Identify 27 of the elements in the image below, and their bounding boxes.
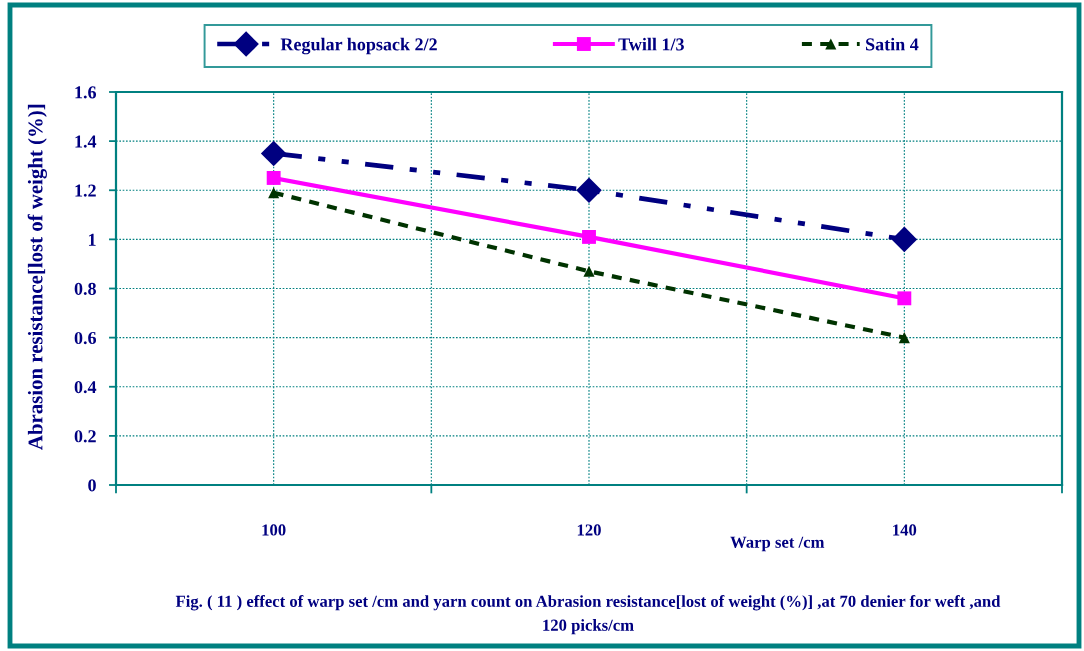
y-tick-label: 1.4 [75,135,97,148]
point [260,140,287,167]
y-axis-title: Abrasion resistance[lost of weight (%)] [27,104,47,450]
y-tick-label: 0.6 [74,331,97,345]
text: Fig. ( 11 ) effect of warp set /cm and yarn count on Abrasion resistance[lost of weight (%)] ,at 70 denier for weft ,and 120 picks/cm [175,595,1001,635]
legend-label: Twill 1/3 [618,37,684,51]
x-tick-label: 100 [262,524,286,536]
legend-label: Regular hopsack 2/2 [280,37,437,55]
point [266,171,281,185]
x-axis-title: Warp set /cm [730,536,825,552]
point [897,291,912,306]
y-tick-label: 1 [88,233,96,246]
y-tick-label: 1.6 [75,86,97,99]
point [898,332,910,344]
x-tick-label: 140 [893,524,917,536]
y-tick-label: 0.2 [74,430,96,443]
point [582,229,596,244]
y-tick-label: 1.2 [75,184,96,197]
x-tick-label: 120 [577,524,601,536]
y-tick-label: 0 [88,479,96,492]
legend-label: Satin 4 [866,37,919,51]
y-tick-label: 0.4 [74,381,97,394]
point [583,265,595,277]
point [891,226,918,253]
y-tick-label: 0.8 [74,282,96,296]
point [576,177,602,204]
point [268,187,280,199]
